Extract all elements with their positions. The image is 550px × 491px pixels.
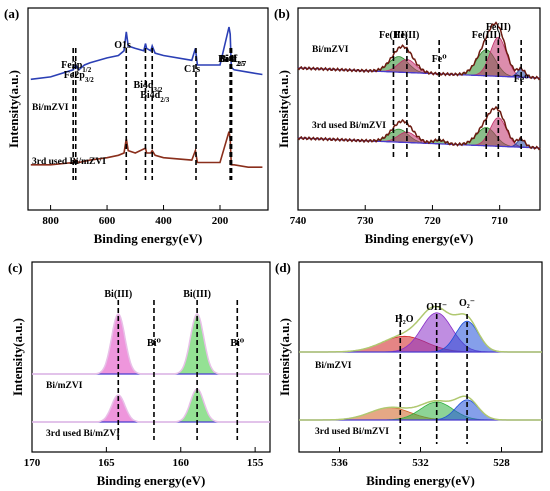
plot-frame	[31, 261, 271, 453]
panel-d: (d) Binding energy(eV) Intensity(a.u.) 536 5…	[275, 260, 543, 488]
panel-c: (c) Binding energy(eV) Intensity(a.u.) 170 1…	[8, 260, 271, 488]
panel-label: (c)	[8, 260, 22, 275]
series-label: 3rd used Bi/mZVI	[312, 121, 386, 131]
x-tick-label: 720	[424, 215, 441, 227]
fit-peak-1-0	[32, 394, 270, 423]
peak-annotation: OH⁻	[426, 302, 447, 313]
envelope-line	[32, 313, 270, 375]
peak-annotation: H₂O	[395, 314, 414, 325]
x-tick-label: 532	[412, 457, 429, 469]
peak-annotation: Fe⁰	[514, 74, 530, 85]
x-tick-label: 730	[357, 215, 374, 227]
peak-annotation: O₂⁻	[459, 298, 475, 309]
series-label: Bi/mZVI	[46, 381, 83, 391]
envelope-line	[297, 105, 541, 151]
x-tick-label: 600	[99, 215, 116, 227]
series-label: 3rd used Bi/mZVI	[32, 157, 106, 167]
envelope-line	[299, 395, 542, 421]
plot-frame	[27, 7, 269, 211]
y-axis-title: Intensity(a.u.)	[277, 318, 292, 396]
peak-annotation: Fe(II)	[394, 30, 419, 41]
peak-annotation: Bi⁰	[230, 338, 244, 349]
plot-frame	[298, 261, 543, 453]
fit-peak-1-1	[32, 388, 270, 423]
x-tick-label: 155	[247, 457, 264, 469]
peak-annotation: Fe(III)	[379, 30, 408, 41]
peak-annotation: Fe(III)	[472, 30, 501, 41]
peak-annotation: Bi(III)	[104, 289, 132, 300]
y-axis-title: Intensity(a.u.)	[10, 318, 25, 396]
x-axis-title: Binding energy(eV)	[366, 473, 475, 488]
peak-annotation: Fe⁰	[432, 54, 448, 65]
y-axis-title: Intensity(a.u.)	[276, 70, 291, 148]
plot-frame	[297, 7, 541, 211]
peak-annotation: O1s	[114, 40, 131, 51]
y-axis-title: Intensity(a.u.)	[6, 70, 21, 148]
peak-annotation: Fe(II)	[486, 22, 511, 33]
x-tick-label: 400	[155, 215, 172, 227]
x-tick-label: 710	[491, 215, 508, 227]
x-tick-label: 165	[98, 457, 115, 469]
peak-annotation: Bi4f2/7	[220, 54, 247, 68]
peak-annotation: Bi⁰	[147, 338, 161, 349]
series-label: Bi/mZVI	[312, 45, 349, 55]
envelope-line	[32, 388, 270, 423]
panel-label: (a)	[4, 6, 19, 21]
x-tick-label: 536	[331, 457, 348, 469]
x-tick-label: 528	[493, 457, 510, 469]
panel-label: (b)	[274, 6, 290, 21]
x-tick-label: 800	[42, 215, 59, 227]
series-label: 3rd used Bi/mZVI	[46, 429, 120, 439]
series-label: Bi/mZVI	[315, 361, 352, 371]
envelope-line	[297, 21, 541, 81]
series-line-1	[30, 131, 263, 168]
x-tick-label: 170	[24, 457, 41, 469]
peak-annotation: C1s	[184, 64, 200, 75]
series-line-0	[30, 26, 263, 81]
series-label: 3rd used Bi/mZVI	[315, 427, 389, 437]
panel-label: (d)	[275, 260, 291, 275]
x-axis-title: Binding energy(eV)	[365, 231, 474, 246]
x-tick-label: 740	[290, 215, 307, 227]
panel-a: (a) Binding energy(eV) Intensity(a.u.) 800 6…	[4, 6, 269, 246]
envelope-line	[299, 305, 542, 353]
x-tick-label: 200	[212, 215, 229, 227]
panel-b: (b) Binding energy(eV) Intensity(a.u.) 740 7…	[274, 6, 541, 246]
peak-annotation: Bi4d2/3	[140, 90, 169, 104]
x-axis-title: Binding energy(eV)	[97, 473, 206, 488]
peak-annotation: Bi(III)	[183, 289, 211, 300]
x-axis-title: Binding energy(eV)	[94, 231, 203, 246]
series-label: Bi/mZVI	[32, 103, 69, 113]
x-tick-label: 160	[173, 457, 190, 469]
